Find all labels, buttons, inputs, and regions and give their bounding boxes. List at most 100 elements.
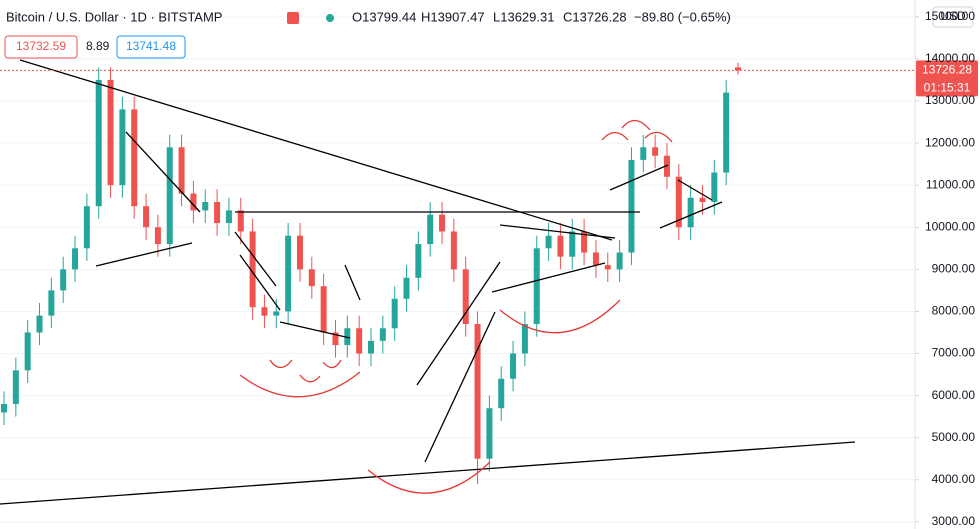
candle-body [735,67,741,71]
candle-body [296,235,303,270]
candle-body [675,176,682,228]
bid: 13732.59 [16,39,66,53]
trendline [659,201,723,229]
candle-body [202,202,209,211]
symbol: Bitcoin / U.S. Dollar · 1D · BITSTAMP [6,9,222,24]
status-dot [326,14,334,22]
candle-body [12,370,19,405]
trendlines [0,59,856,505]
candle-body [72,248,79,270]
candle-body [616,252,623,270]
candle-body [699,197,706,203]
candle-body [581,231,588,253]
trendline [239,254,281,311]
candle-body [427,214,434,245]
change-label: −89.80 (−0.65%) [634,9,731,24]
arc [322,359,342,369]
y-tick-label: 8000.00 [932,304,976,318]
trendline [677,179,713,201]
candle-body [190,193,197,211]
y-tick-label: 5000.00 [932,430,976,444]
last-price-label: 13726.28 [922,63,972,77]
candle-body [48,290,55,316]
arcs [239,119,673,494]
candle-body [557,235,564,257]
candle-body [628,159,635,253]
y-tick-label: 3000.00 [932,514,976,528]
y-tick-label: 15000.00 [925,9,975,23]
spread: 8.89 [86,39,110,53]
candle-body [462,269,469,325]
candle-body [640,147,647,160]
candle-body [498,378,505,409]
y-tick-label: 9000.00 [932,262,976,276]
ask-box[interactable] [116,35,186,59]
candle-body [521,324,528,354]
trendline [424,311,496,463]
candle-body [652,147,659,156]
ask: 13741.48 [126,39,176,53]
candle-body [391,298,398,329]
candle-body [60,269,67,291]
candle-body [403,277,410,299]
arc [621,119,651,131]
bid-box[interactable] [4,35,78,59]
trendline [279,321,351,339]
candle-body [450,231,457,270]
last-price-tag [916,60,978,97]
grid [0,16,919,523]
y-tick-label: 13000.00 [925,93,975,107]
arc [601,131,629,141]
trendline [609,164,669,191]
candle-body [320,286,327,333]
candle-body [368,340,374,354]
candle-body [285,235,292,312]
candle-body [107,79,114,186]
candle-body [604,265,611,270]
y-tick-label: 14000.00 [925,51,975,65]
candle-body [711,172,718,203]
candle-body [36,315,43,333]
candle-body [356,328,363,354]
trendline [499,224,616,239]
arc [299,374,321,383]
candle-body [95,79,102,207]
trendline [234,231,277,287]
y-tick-label: 11000.00 [926,177,975,191]
candle-body [663,155,670,177]
candle-body [439,214,446,232]
candle-body [379,328,386,341]
candles [1,62,741,484]
candle-body [723,92,730,173]
arc [367,461,491,494]
candle-body [178,147,185,194]
candle-body [119,109,126,186]
close-label: C13726.28 [563,9,627,24]
candle-body [486,408,493,459]
y-tick-label: 7000.00 [932,346,976,360]
candle-body [249,231,256,308]
candle-body [474,324,481,459]
candle-body [510,353,517,379]
countdown: 01:15:31 [924,81,971,95]
trendline [416,261,501,386]
trendline [344,264,361,301]
trendline [0,441,856,505]
trendline [95,242,193,267]
candle-body [592,252,599,266]
trendline [125,131,201,213]
currency-box[interactable] [932,6,974,28]
y-tick-label: 6000.00 [932,388,976,402]
y-tick-label: 10000.00 [925,219,975,233]
candle-body [569,231,576,257]
high-label: H13907.47 [421,9,485,24]
candle-body [687,197,694,228]
candle-body [415,244,422,278]
trendline [19,59,613,241]
candle-body [154,227,161,245]
candle-body [237,210,244,232]
alert-icon[interactable] [287,12,299,24]
arc [269,359,293,369]
candle-body [533,248,540,325]
